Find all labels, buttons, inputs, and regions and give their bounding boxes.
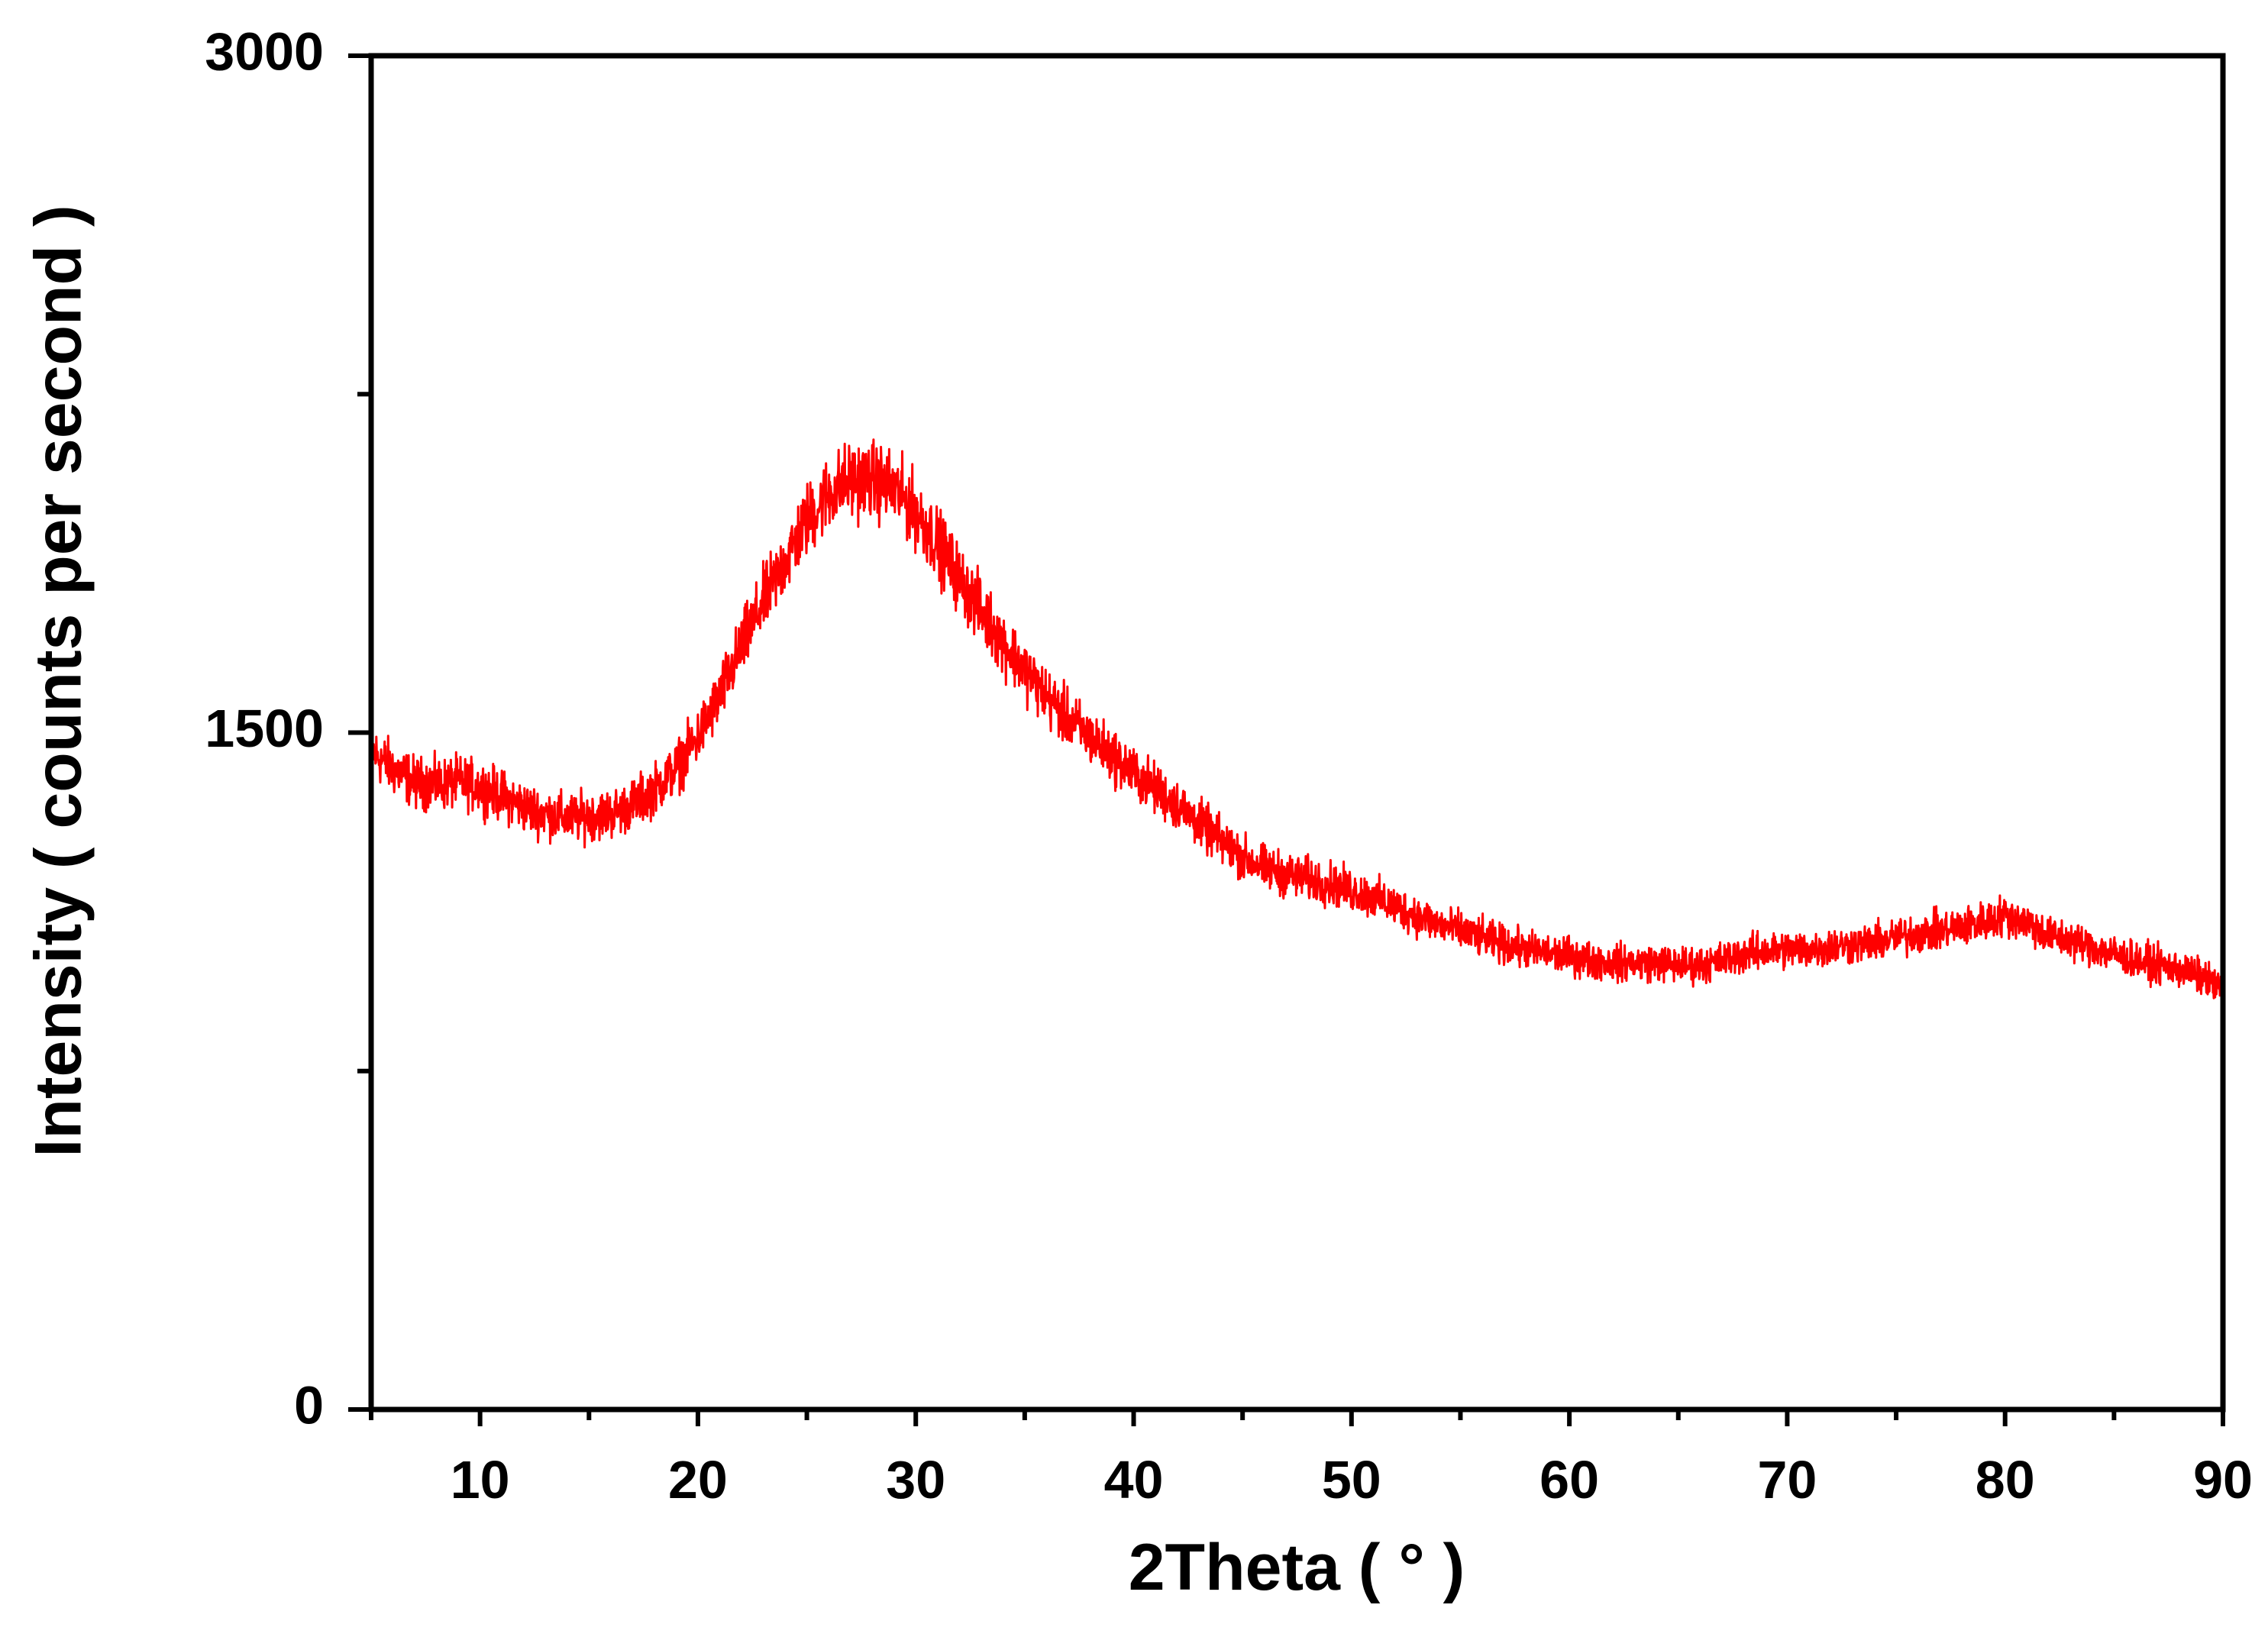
- tick-label-layer: 10 20 30 40 50 60 70 80 90 0 1500 3000: [205, 21, 2253, 1510]
- x-tick-label: 90: [2193, 1450, 2253, 1510]
- y-axis-title: Intensity ( counts per second ): [22, 205, 95, 1157]
- x-tick-label: 80: [1976, 1450, 2035, 1510]
- x-tick-label: 70: [1757, 1450, 1817, 1510]
- x-axis-title: 2Theta ( ° ): [1129, 1531, 1465, 1604]
- x-tick-label: 40: [1104, 1450, 1164, 1510]
- y-tick-label: 1500: [205, 699, 324, 758]
- series-layer: [370, 438, 2224, 999]
- y-tick-label: 3000: [205, 21, 324, 81]
- x-tick-label: 60: [1539, 1450, 1599, 1510]
- x-tick-label: 50: [1322, 1450, 1381, 1510]
- x-tick-label: 20: [668, 1450, 728, 1510]
- x-tick-label: 30: [886, 1450, 945, 1510]
- y-tick-label: 0: [294, 1375, 324, 1435]
- xrd-series-line: [370, 438, 2224, 999]
- x-tick-label: 10: [451, 1450, 510, 1510]
- tick-layer: [348, 53, 2225, 1426]
